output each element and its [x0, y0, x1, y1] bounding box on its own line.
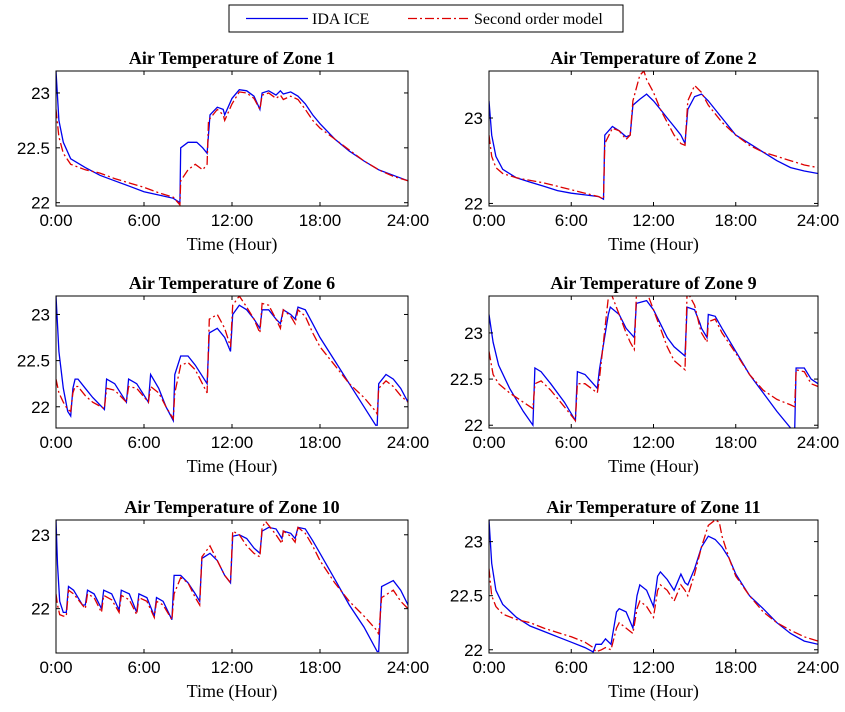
- y-tick-label: 22.5: [450, 370, 483, 389]
- y-tick-label: 22.5: [450, 587, 483, 606]
- chart-title: Air Temperature of Zone 1: [129, 48, 335, 68]
- chart-panel-4: Air Temperature of Zone 9 0:00 6:00 12:00 18…: [450, 273, 839, 477]
- x-tick-label: 6:00: [555, 211, 588, 230]
- x-axis-label: Time (Hour): [608, 681, 699, 702]
- series-line-second-order: [489, 71, 818, 201]
- legend-ida-ice-label: IDA ICE: [312, 11, 369, 28]
- series-line-ida-ice: [489, 93, 818, 201]
- y-tick-label: 22: [464, 416, 483, 435]
- series-line-ida-ice: [489, 520, 818, 653]
- x-tick-label: 0:00: [39, 211, 72, 230]
- y-tick-label: 23: [31, 84, 50, 103]
- x-tick-label: 6:00: [555, 658, 588, 677]
- x-tick-label: 24:00: [387, 211, 430, 230]
- x-tick-label: 6:00: [555, 433, 588, 452]
- x-tick-label: 12:00: [211, 658, 254, 677]
- y-tick-label: 23: [464, 109, 483, 128]
- chart-title: Air Temperature of Zone 2: [550, 48, 756, 68]
- x-tick-label: 24:00: [797, 433, 840, 452]
- x-tick-label: 0:00: [39, 433, 72, 452]
- series-line-ida-ice: [56, 296, 408, 426]
- x-tick-label: 24:00: [387, 658, 430, 677]
- x-tick-label: 0:00: [472, 211, 505, 230]
- series-line-second-order: [56, 91, 408, 206]
- series-line-second-order: [56, 296, 408, 421]
- x-tick-label: 12:00: [632, 658, 675, 677]
- x-tick-label: 12:00: [632, 211, 675, 230]
- x-tick-label: 0:00: [39, 658, 72, 677]
- x-tick-label: 24:00: [797, 211, 840, 230]
- chart-panel-6: Air Temperature of Zone 11 0:00 6:00 12:00 1…: [450, 497, 839, 702]
- x-tick-label: 18:00: [714, 211, 757, 230]
- plot-frame: [55, 70, 409, 207]
- y-tick-label: 23: [464, 324, 483, 343]
- chart-panel-3: Air Temperature of Zone 6 0:00 6:00 12:00 18…: [17, 273, 429, 477]
- series-line-ida-ice: [56, 71, 408, 204]
- x-tick-label: 6:00: [127, 211, 160, 230]
- y-tick-label: 23: [464, 533, 483, 552]
- x-tick-label: 0:00: [472, 433, 505, 452]
- y-tick-label: 23: [31, 526, 50, 545]
- x-tick-label: 18:00: [299, 433, 342, 452]
- y-tick-label: 22.5: [17, 139, 50, 158]
- y-tick-label: 22.5: [17, 352, 50, 371]
- y-tick-label: 23: [31, 305, 50, 324]
- x-tick-label: 24:00: [797, 658, 840, 677]
- x-tick-label: 12:00: [211, 433, 254, 452]
- x-tick-label: 18:00: [299, 658, 342, 677]
- legend: IDA ICE Second order model: [228, 4, 624, 33]
- x-tick-label: 24:00: [387, 433, 430, 452]
- y-tick-label: 22: [464, 641, 483, 660]
- chart-panel-1: Air Temperature of Zone 1 0:00 6:00 12:00 18…: [17, 48, 429, 255]
- x-axis-label: Time (Hour): [608, 234, 699, 255]
- y-tick-label: 22: [31, 398, 50, 417]
- chart-panel-5: Air Temperature of Zone 10 0:00 6:00 12:00 1…: [31, 497, 429, 702]
- plot-frame: [488, 70, 819, 207]
- x-tick-label: 12:00: [632, 433, 675, 452]
- series-line-ida-ice: [489, 299, 818, 428]
- x-tick-label: 18:00: [714, 658, 757, 677]
- x-tick-label: 18:00: [714, 433, 757, 452]
- x-tick-label: 6:00: [127, 658, 160, 677]
- chart-panel-2: Air Temperature of Zone 2 0:00 6:00 12:00 18…: [464, 48, 839, 255]
- y-tick-label: 22: [31, 600, 50, 619]
- chart-title: Air Temperature of Zone 6: [129, 273, 335, 293]
- x-axis-label: Time (Hour): [187, 456, 278, 477]
- chart-title: Air Temperature of Zone 10: [124, 497, 339, 517]
- plot-frame: [488, 519, 819, 654]
- x-axis-label: Time (Hour): [187, 681, 278, 702]
- x-tick-label: 0:00: [472, 658, 505, 677]
- chart-title: Air Temperature of Zone 9: [550, 273, 756, 293]
- y-tick-label: 22: [464, 194, 483, 213]
- x-axis-label: Time (Hour): [608, 456, 699, 477]
- y-tick-label: 22: [31, 194, 50, 213]
- series-line-second-order: [56, 520, 408, 635]
- legend-second-order-label: Second order model: [474, 11, 603, 28]
- series-line-second-order: [489, 520, 818, 653]
- series-line-second-order: [489, 296, 818, 423]
- x-tick-label: 18:00: [299, 211, 342, 230]
- chart-title: Air Temperature of Zone 11: [546, 497, 760, 517]
- plot-frame: [488, 295, 819, 429]
- x-tick-label: 6:00: [127, 433, 160, 452]
- x-axis-label: Time (Hour): [187, 234, 278, 255]
- x-tick-label: 12:00: [211, 211, 254, 230]
